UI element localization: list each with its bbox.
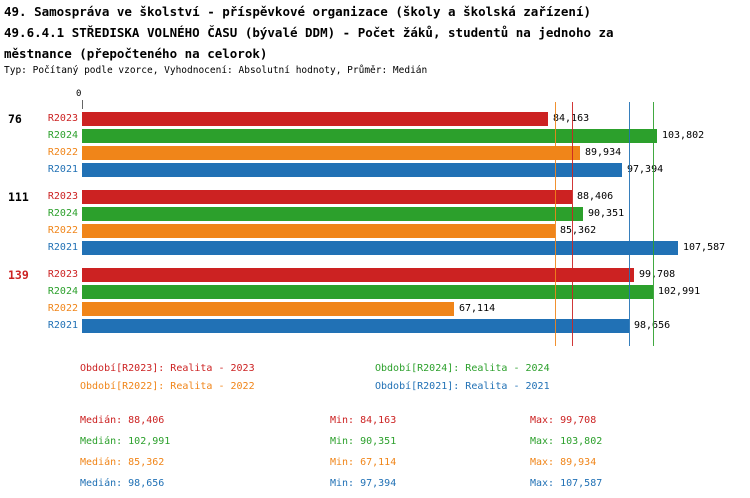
- bar-r2024[interactable]: [82, 129, 657, 143]
- stat-max-r2021: Max: 107,587: [530, 478, 603, 489]
- bar-value-label: 98,656: [634, 319, 670, 333]
- stat-max-r2022: Max: 89,934: [530, 457, 597, 468]
- group-label: 111: [8, 190, 29, 204]
- chart-subtitle: Typ: Počítaný podle vzorce, Vyhodnocení:…: [4, 65, 428, 76]
- group-label: 76: [8, 112, 22, 126]
- group-label: 139: [8, 268, 29, 282]
- stat-median-r2022: Medián: 85,362: [80, 457, 165, 468]
- bar-r2023[interactable]: [82, 112, 548, 126]
- series-label: R2022: [47, 303, 78, 314]
- legend-item-r2021: Období[R2021]: Realita - 2021: [375, 381, 550, 392]
- stat-min-r2022: Min: 67,114: [330, 457, 397, 468]
- bar-group: 139 R2023 99,708 R2024 102,991 R2022 67,114 R20…: [8, 268, 700, 333]
- stat-min-r2024: Min: 90,351: [330, 436, 397, 447]
- series-label: R2021: [47, 164, 78, 175]
- stat-min-r2021: Min: 97,394: [330, 478, 397, 489]
- bar-row: R2022 85,362: [48, 224, 750, 238]
- bar-value-label: 107,587: [683, 242, 726, 253]
- bar-r2023[interactable]: [82, 268, 634, 282]
- x-axis-zero-label: 0: [76, 89, 82, 99]
- bar-r2024[interactable]: [82, 285, 653, 299]
- page-title-line-3: městnance (přepočteného na celorok): [4, 46, 268, 61]
- bar-row: R2023 88,406: [48, 190, 750, 204]
- series-label: R2024: [47, 286, 78, 297]
- bar-row: R2022 67,114: [48, 302, 750, 316]
- bar-value-label: 84,163: [553, 112, 589, 126]
- bar-r2021[interactable]: [82, 163, 622, 177]
- bar-value-label: 88,406: [577, 191, 614, 202]
- x-axis-zero-tick: [82, 100, 83, 109]
- bar-value-label: 99,708: [639, 269, 676, 280]
- page-title-line-2: 49.6.4.1 STŘEDISKA VOLNÉHO ČASU (bývalé …: [4, 25, 614, 40]
- bar-r2021[interactable]: [82, 241, 678, 255]
- bar-r2022[interactable]: [82, 302, 454, 316]
- bar-value-label: 89,934: [585, 147, 622, 158]
- bar-row: R2021 107,587: [48, 241, 750, 255]
- legend-item-r2023: Období[R2023]: Realita - 2023: [80, 363, 255, 374]
- bar-r2023[interactable]: [82, 190, 572, 204]
- stat-median-r2021: Medián: 98,656: [80, 478, 165, 489]
- median-line-r2024: [653, 102, 654, 346]
- series-label: R2022: [47, 147, 78, 158]
- bar-r2024[interactable]: [82, 207, 583, 221]
- median-line-r2023: [572, 102, 573, 346]
- bar-r2021[interactable]: [82, 319, 629, 333]
- series-label: R2023: [47, 191, 78, 202]
- bar-row: R2023 99,708: [48, 268, 750, 282]
- bar-row: R2024 103,802: [48, 129, 750, 143]
- bar-row: R2024 102,991: [48, 285, 750, 299]
- bar-group: 76 R2023 84,163 R2024 103,802 R2022 89,934 R202…: [8, 112, 704, 177]
- median-line-r2021: [629, 102, 630, 346]
- bar-value-label: 103,802: [662, 130, 705, 141]
- bar-row: R2022 89,934: [48, 146, 750, 160]
- series-label: R2023: [47, 269, 78, 280]
- bar-r2022[interactable]: [82, 146, 580, 160]
- bar-value-label: 102,991: [658, 286, 701, 297]
- stat-max-r2023: Max: 99,708: [530, 415, 597, 426]
- stat-min-r2023: Min: 84,163: [330, 415, 397, 426]
- legend-item-r2022: Období[R2022]: Realita - 2022: [80, 381, 255, 392]
- stat-median-r2024: Medián: 102,991: [80, 436, 171, 447]
- bar-group: 111 R2023 88,406 R2024 90,351 R2022 85,362 R202…: [8, 190, 725, 255]
- series-label: R2022: [47, 225, 78, 236]
- series-label: R2021: [47, 320, 78, 331]
- bar-row: R2024 90,351: [48, 207, 750, 221]
- bar-row: R2023 84,163: [48, 112, 750, 126]
- page-title-line-1: 49. Samospráva ve školství - příspěvkové…: [4, 4, 591, 19]
- stat-max-r2024: Max: 103,802: [530, 436, 603, 447]
- bar-row: R2021 98,656: [48, 319, 750, 333]
- bar-value-label: 90,351: [588, 208, 625, 219]
- bar-row: R2021 97,394: [48, 163, 750, 177]
- bar-r2022[interactable]: [82, 224, 555, 238]
- plot-area: 76 R2023 84,163 R2024 103,802 R2022 89,934 R202…: [8, 102, 725, 346]
- series-label: R2023: [47, 113, 78, 124]
- stat-median-r2023: Medián: 88,406: [80, 415, 165, 426]
- series-label: R2021: [47, 242, 78, 253]
- bar-value-label: 85,362: [560, 225, 597, 236]
- median-line-r2022: [555, 102, 556, 346]
- legend-item-r2024: Období[R2024]: Realita - 2024: [375, 363, 550, 374]
- series-label: R2024: [47, 208, 78, 219]
- series-label: R2024: [47, 130, 78, 141]
- bar-value-label: 67,114: [459, 303, 496, 314]
- bar-value-label: 97,394: [627, 164, 664, 175]
